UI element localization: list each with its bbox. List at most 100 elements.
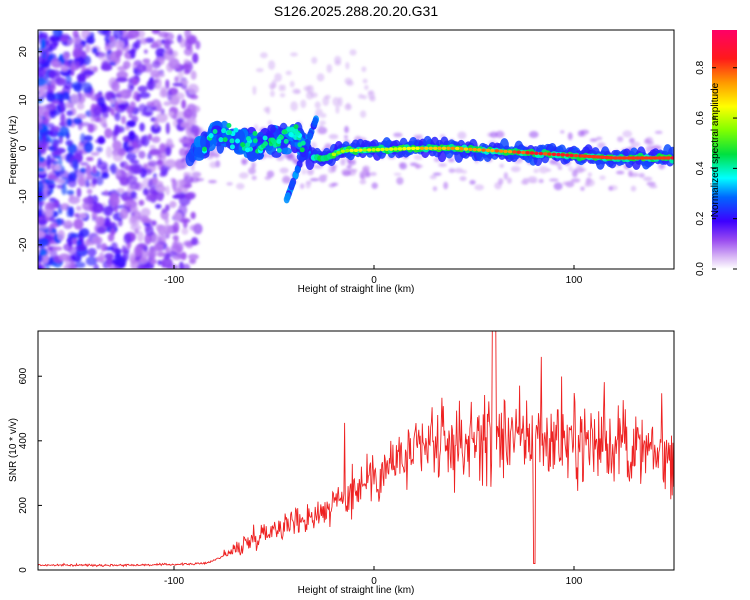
spectrogram-cell — [156, 251, 166, 258]
spectrogram-cell — [335, 104, 340, 114]
spectrogram-cell — [209, 161, 218, 169]
spectrogram-cell — [301, 168, 307, 175]
spectrogram-cell — [119, 208, 129, 220]
spectrogram-cell — [142, 187, 149, 196]
spectrogram-cell — [362, 78, 368, 84]
spectrogram-cell — [171, 178, 177, 191]
trace-peak — [446, 146, 451, 150]
trace-peak — [397, 147, 403, 151]
spectrogram-cell — [156, 103, 162, 113]
trace-peak — [481, 148, 486, 152]
colorbar-tick-label: 0.6 — [695, 111, 706, 125]
trace-core — [240, 142, 246, 148]
spectrogram-cell — [55, 179, 66, 184]
spectrogram-cell — [159, 86, 168, 95]
spectrogram-cell — [309, 177, 320, 182]
trace-core — [276, 147, 282, 153]
spectrogram-cell — [181, 99, 187, 110]
trace-core — [276, 138, 282, 144]
spectrogram-cell — [183, 48, 194, 56]
snr-x-axis: -100 0 100 — [164, 566, 583, 587]
trace-peak — [569, 153, 574, 158]
spectrogram-cell — [316, 73, 325, 82]
spectrogram-cell — [310, 92, 318, 98]
spectrogram-cell — [188, 253, 199, 260]
spectrogram-cell — [103, 205, 114, 217]
spectrogram-cell — [137, 85, 148, 93]
spectrogram-cell — [60, 65, 69, 72]
spectrogram-cell — [85, 256, 98, 266]
spectrogram-cell — [131, 205, 139, 213]
spectrogram-cell — [144, 233, 152, 245]
spectrogram-cell — [503, 172, 509, 180]
spectrogram-cell — [110, 163, 117, 175]
spectrogram-cell — [345, 102, 351, 110]
colorbar-gradient — [712, 30, 737, 269]
spectrogram-cell — [615, 170, 625, 175]
spectrogram-cell — [43, 186, 48, 198]
spectrogram-cell — [125, 105, 133, 114]
spectrogram-cell — [172, 255, 182, 261]
spectrogram-cell — [63, 81, 74, 90]
trace-peak — [521, 150, 526, 155]
spectrogram-cell — [638, 172, 645, 178]
spectrogram-cell — [68, 240, 73, 248]
spectrogram-cell — [58, 155, 63, 167]
spectrogram-cell — [294, 89, 301, 95]
spectrogram-cell — [180, 122, 190, 128]
spectrogram-cell — [181, 227, 189, 235]
trace-peak — [415, 146, 420, 150]
spectrogram-cell — [577, 130, 585, 137]
spectrogram-cell — [344, 77, 353, 85]
spectrogram-cell — [111, 80, 120, 93]
spectrogram-cell — [285, 70, 292, 76]
spectrogram-cell — [85, 156, 94, 162]
spectrogram-cell — [128, 130, 136, 141]
spectrogram-cell — [74, 149, 83, 157]
spectrogram-cell — [359, 110, 367, 118]
spectrogram-cell — [533, 168, 539, 174]
colorbar-label: Normalized spectral amplitude — [710, 82, 721, 217]
spectrogram-cell — [40, 38, 47, 50]
spectrogram-cell — [156, 189, 164, 202]
spectrogram-cell — [151, 41, 158, 49]
trace-core — [229, 138, 235, 144]
spectrogram-cell — [160, 234, 166, 246]
spectrogram-cell — [528, 131, 539, 138]
spectrogram-cell — [165, 79, 170, 90]
spectrogram-cell — [90, 111, 95, 123]
spectrogram-cell — [63, 52, 70, 60]
trace-peak — [331, 152, 337, 157]
spectrogram-cell — [46, 92, 56, 103]
spectrogram-cell — [646, 181, 656, 186]
spectrogram-cell — [341, 157, 347, 163]
trace-peak — [534, 151, 539, 155]
spectrogram-cell — [129, 159, 140, 164]
trace-core — [288, 131, 294, 137]
spectrogram-cell — [105, 146, 113, 159]
spectrogram-cell — [270, 90, 275, 97]
spectrogram-cell — [76, 73, 87, 82]
spectrogram-cell — [346, 164, 352, 170]
spectrogram-cell — [131, 141, 139, 149]
spectrogram-cell — [589, 138, 598, 142]
spectrogram-cell — [82, 82, 93, 94]
trace-peak — [525, 151, 530, 155]
spectrogram-cell — [39, 144, 47, 155]
trace-peak — [441, 146, 447, 150]
spectrogram-cell — [324, 94, 331, 100]
trace-peak — [419, 146, 425, 150]
spectrogram-cell — [282, 175, 290, 183]
spectrogram-cell — [114, 112, 121, 122]
spectrogram-cell — [364, 85, 369, 90]
spectrogram-cell — [255, 68, 264, 73]
spectrogram-cell — [92, 236, 103, 245]
spectrogram-cell — [172, 82, 184, 87]
trace-core — [270, 137, 276, 143]
trace-peak — [516, 150, 521, 154]
spectrogram-cell — [38, 255, 43, 263]
trace-peak — [349, 148, 354, 153]
spectrogram-cell — [138, 91, 151, 99]
spectrogram-cell — [118, 127, 124, 133]
